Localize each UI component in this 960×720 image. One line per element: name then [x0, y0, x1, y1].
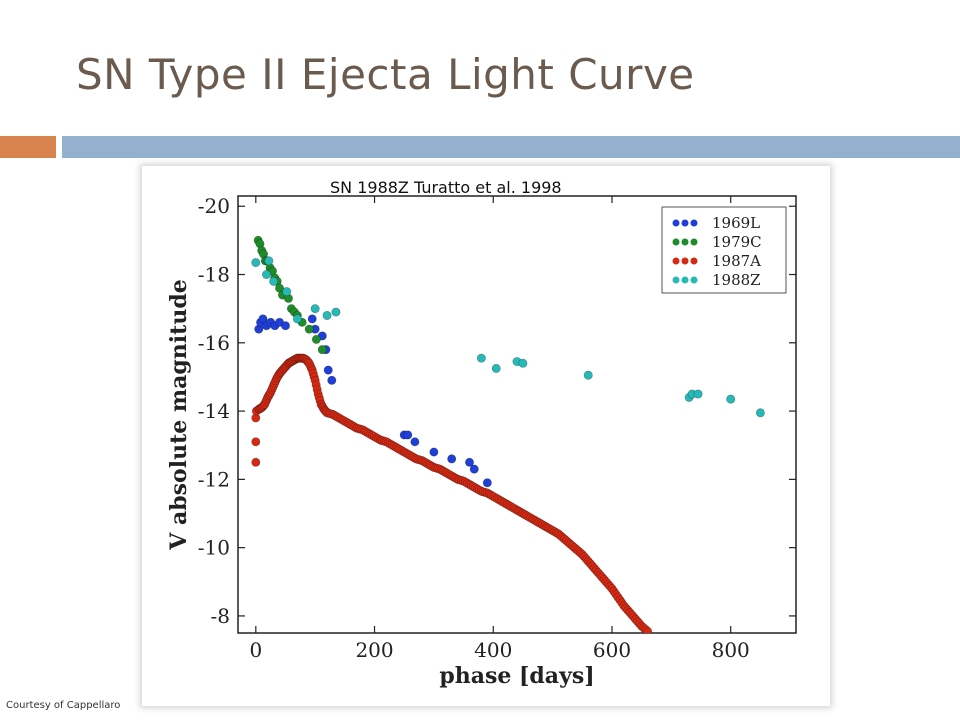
y-tick-label: -16: [198, 331, 230, 355]
data-point-1969L: [327, 375, 337, 385]
y-tick-label: -14: [198, 399, 230, 423]
legend-marker-1988Z: [681, 276, 689, 284]
data-point-1969L: [280, 321, 290, 331]
legend-marker-1987A: [690, 257, 698, 265]
data-point-1988Z: [693, 389, 703, 399]
data-point-1969L: [410, 437, 420, 447]
data-point-1979C: [317, 345, 327, 355]
title-divider-bar: [62, 136, 960, 158]
legend-marker-1979C: [681, 238, 689, 246]
data-point-1969L: [258, 314, 268, 324]
data-point-1969L: [429, 447, 439, 457]
x-tick-label: 0: [249, 638, 262, 662]
legend-marker-1969L: [681, 219, 689, 227]
legend-label-1987A: 1987A: [712, 252, 761, 270]
legend-marker-1979C: [690, 238, 698, 246]
data-point-1988Z: [518, 358, 528, 368]
data-point-1969L: [323, 365, 333, 375]
y-tick-label: -10: [198, 536, 230, 560]
data-point-1988Z: [269, 276, 279, 286]
x-axis-label: phase [days]: [439, 663, 594, 689]
plot-caption: SN 1988Z Turatto et al. 1998: [330, 178, 562, 197]
legend-marker-1987A: [672, 257, 680, 265]
data-point-1988Z: [282, 287, 292, 297]
data-point-1988Z: [264, 256, 274, 266]
plot-area-border: [237, 195, 797, 634]
y-tick-label: -20: [198, 194, 230, 218]
data-point-1969L: [447, 454, 457, 464]
slide-title: SN Type II Ejecta Light Curve: [76, 50, 695, 99]
data-point-1988Z: [310, 304, 320, 314]
title-accent-bar: [0, 136, 56, 158]
x-tick-label: 800: [712, 638, 750, 662]
data-point-1987A: [643, 626, 653, 633]
data-point-1988Z: [292, 314, 302, 324]
data-point-1988Z: [261, 270, 271, 280]
x-tick-label: 600: [593, 638, 631, 662]
data-point-1969L: [482, 478, 492, 488]
y-axis-label: V absolute magnitude: [166, 279, 192, 550]
data-point-1979C: [311, 334, 321, 344]
legend-label-1969L: 1969L: [712, 214, 760, 232]
x-tick-label: 400: [474, 638, 512, 662]
data-point-1988Z: [491, 363, 501, 373]
data-point-1988Z: [755, 408, 765, 418]
y-tick-label: -18: [198, 263, 230, 287]
data-point-1988Z: [331, 307, 341, 317]
data-point-1988Z: [583, 370, 593, 380]
data-point-1988Z: [322, 310, 332, 320]
legend-marker-1988Z: [672, 276, 680, 284]
legend-marker-1969L: [672, 219, 680, 227]
data-point-1979C: [304, 324, 314, 334]
data-points-group: [251, 235, 765, 633]
data-point-1988Z: [476, 353, 486, 363]
data-point-1987A: [251, 457, 261, 467]
data-point-1988Z: [726, 394, 736, 404]
data-point-1969L: [469, 464, 479, 474]
legend-marker-1988Z: [690, 276, 698, 284]
legend-marker-1987A: [681, 257, 689, 265]
legend-marker-1979C: [672, 238, 680, 246]
courtesy-note: Courtesy of Cappellaro: [6, 700, 121, 711]
y-tick-label: -8: [211, 604, 230, 628]
data-point-1988Z: [251, 258, 261, 268]
legend-label-1979C: 1979C: [712, 233, 762, 251]
legend-marker-1969L: [690, 219, 698, 227]
data-point-1969L: [465, 457, 475, 467]
y-tick-label: -12: [198, 467, 230, 491]
data-point-1969L: [403, 430, 413, 440]
data-point-1987A: [251, 437, 261, 447]
data-point-1969L: [307, 314, 317, 324]
legend-label-1988Z: 1988Z: [712, 271, 761, 289]
x-tick-label: 200: [355, 638, 393, 662]
